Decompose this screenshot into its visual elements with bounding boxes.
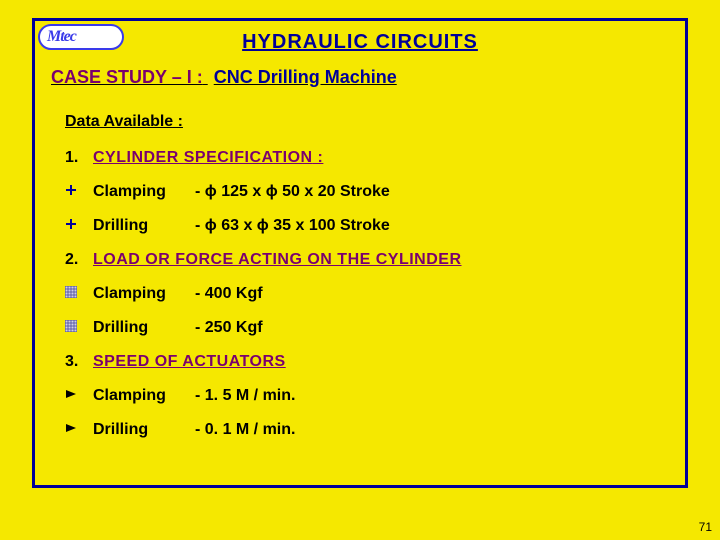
- list-item: Clamping- 1. 5 M / min.: [65, 387, 665, 405]
- list-item: Clamping- 400 Kgf: [65, 285, 665, 303]
- case-study-line: CASE STUDY – I : CNC Drilling Machine: [51, 67, 397, 88]
- item-value: - ϕ 125 x ϕ 50 x 20 Stroke: [195, 183, 390, 201]
- item-value: - ϕ 63 x ϕ 35 x 100 Stroke: [195, 217, 390, 235]
- section-heading: 3.SPEED OF ACTUATORS: [65, 353, 665, 371]
- slide-frame: Mtec HYDRAULIC CIRCUITS CASE STUDY – I :…: [32, 18, 688, 488]
- section-number: 1.: [65, 149, 93, 167]
- case-study-subject: CNC Drilling Machine: [214, 67, 397, 87]
- item-label: Clamping: [93, 183, 195, 201]
- section-number: 3.: [65, 353, 93, 371]
- list-item: Drilling- ϕ 63 x ϕ 35 x 100 Stroke: [65, 217, 665, 235]
- data-available-heading: Data Available :: [65, 113, 183, 131]
- item-value: - 0. 1 M / min.: [195, 421, 295, 439]
- section-number: 2.: [65, 251, 93, 269]
- item-label: Drilling: [93, 319, 195, 337]
- section-title: SPEED OF ACTUATORS: [93, 353, 286, 371]
- list-item: Drilling- 250 Kgf: [65, 319, 665, 337]
- bullet-icon: [65, 184, 93, 196]
- section-heading: 1.CYLINDER SPECIFICATION :: [65, 149, 665, 167]
- item-label: Drilling: [93, 421, 195, 439]
- page-number: 71: [699, 520, 712, 534]
- item-label: Clamping: [93, 285, 195, 303]
- bullet-icon: [65, 388, 93, 400]
- slide-title: HYDRAULIC CIRCUITS: [35, 31, 685, 54]
- bullet-icon: [65, 286, 93, 298]
- bullet-icon: [65, 320, 93, 332]
- item-label: Clamping: [93, 387, 195, 405]
- case-study-label: CASE STUDY – I :: [51, 67, 203, 87]
- section-title: CYLINDER SPECIFICATION :: [93, 149, 323, 167]
- bullet-icon: [65, 218, 93, 230]
- title-text: HYDRAULIC CIRCUITS: [242, 31, 478, 53]
- list-item: Clamping- ϕ 125 x ϕ 50 x 20 Stroke: [65, 183, 665, 201]
- item-label: Drilling: [93, 217, 195, 235]
- section-title: LOAD OR FORCE ACTING ON THE CYLINDER: [93, 251, 462, 269]
- item-value: - 1. 5 M / min.: [195, 387, 295, 405]
- content-list: 1.CYLINDER SPECIFICATION :Clamping- ϕ 12…: [65, 149, 665, 455]
- bullet-icon: [65, 422, 93, 434]
- item-value: - 250 Kgf: [195, 319, 263, 337]
- section-heading: 2.LOAD OR FORCE ACTING ON THE CYLINDER: [65, 251, 665, 269]
- item-value: - 400 Kgf: [195, 285, 263, 303]
- list-item: Drilling- 0. 1 M / min.: [65, 421, 665, 439]
